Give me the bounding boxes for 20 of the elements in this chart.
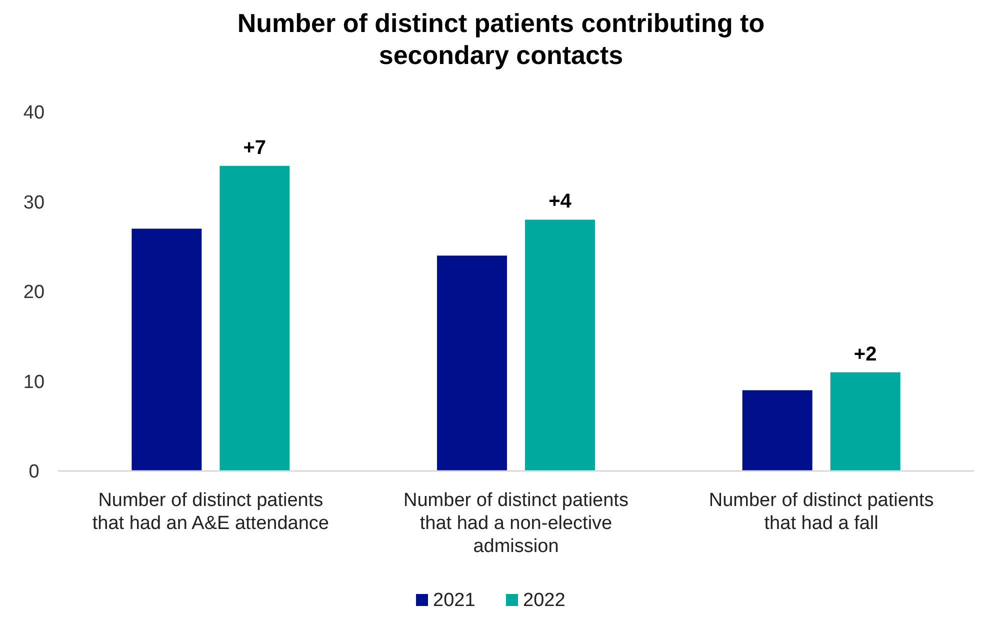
- bar: [830, 372, 900, 471]
- y-tick-label: 30: [23, 192, 45, 214]
- y-tick-label: 10: [23, 372, 45, 393]
- y-tick-label: 0: [28, 462, 40, 483]
- bar: [742, 390, 812, 471]
- bar: [220, 166, 290, 471]
- chart-title: Number of distinct patients contributing to secondary contacts: [237, 8, 765, 70]
- bar: [132, 228, 202, 471]
- x-tick-label: Number of distinct patients that had a fall: [708, 490, 934, 534]
- legend-label: 2021: [433, 590, 476, 611]
- annotation: +4: [548, 190, 572, 213]
- annotation: +7: [243, 136, 266, 159]
- y-tick-label: 40: [23, 102, 45, 124]
- legend-label: 2022: [523, 590, 566, 611]
- x-tick-label: Number of distinct patients that had a non-elective admission: [404, 490, 628, 557]
- y-tick-label: 20: [23, 282, 45, 304]
- bar: [437, 256, 507, 471]
- bar: [525, 220, 595, 471]
- x-tick-label: Number of distinct patients that had an A&E attendance: [92, 490, 329, 534]
- annotation: +2: [854, 343, 877, 366]
